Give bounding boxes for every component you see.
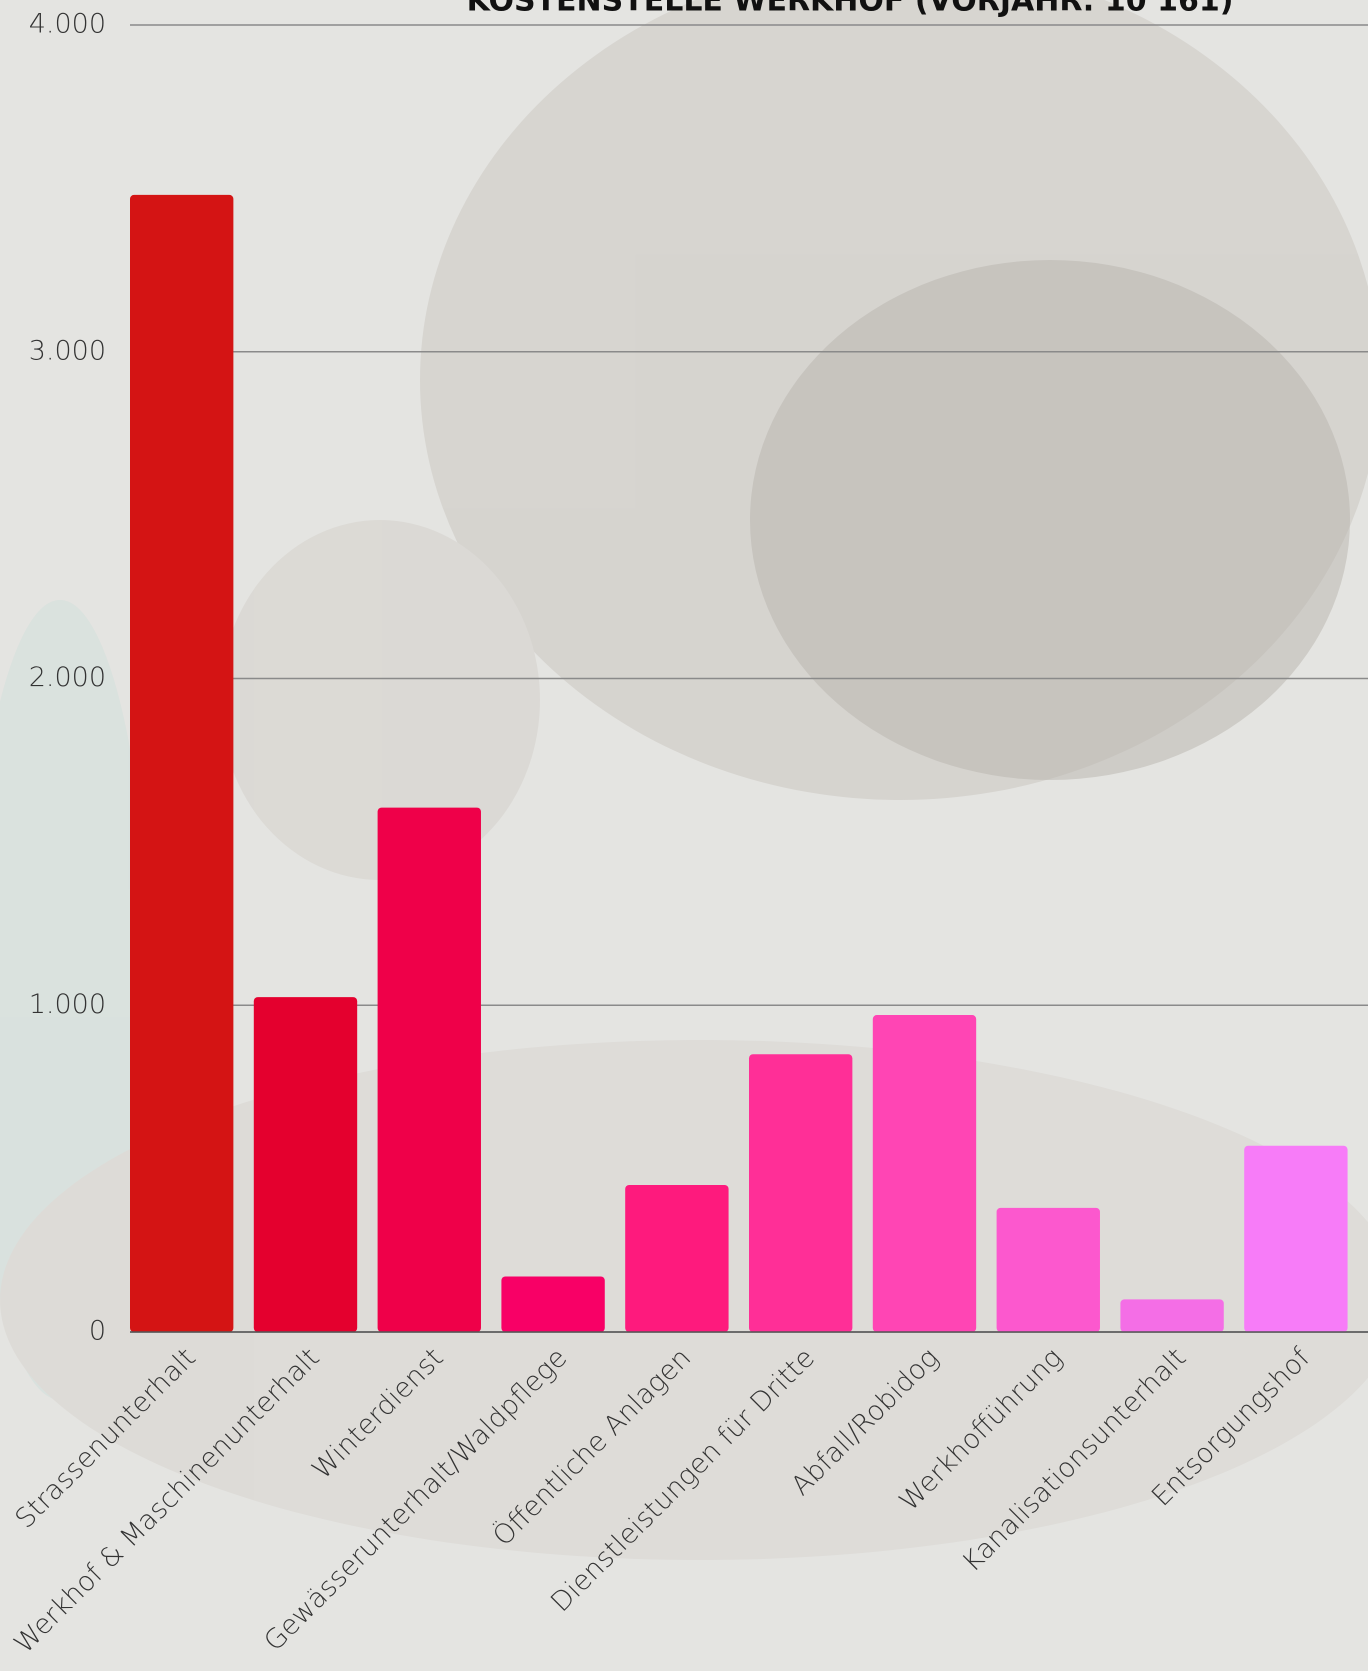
- y-tick-label: 3.000: [29, 335, 106, 366]
- chart-title: KOSTENSTELLE WERKHOF (VORJAHR: 10 161): [467, 0, 1234, 19]
- bar: [377, 807, 481, 1332]
- bar: [996, 1207, 1100, 1332]
- bar: [130, 194, 234, 1332]
- y-tick-label: 0: [89, 1316, 106, 1347]
- bar: [1120, 1299, 1224, 1332]
- bar: [872, 1015, 977, 1332]
- bar: [501, 1276, 605, 1332]
- y-tick-label: 2.000: [29, 662, 106, 693]
- y-tick-label: 1.000: [29, 989, 106, 1020]
- bar: [253, 997, 358, 1332]
- background-photo: [0, 0, 1368, 1400]
- bar: [1244, 1145, 1348, 1332]
- y-tick-label: 4.000: [29, 9, 106, 40]
- bar: [749, 1054, 853, 1332]
- bar: [625, 1184, 729, 1332]
